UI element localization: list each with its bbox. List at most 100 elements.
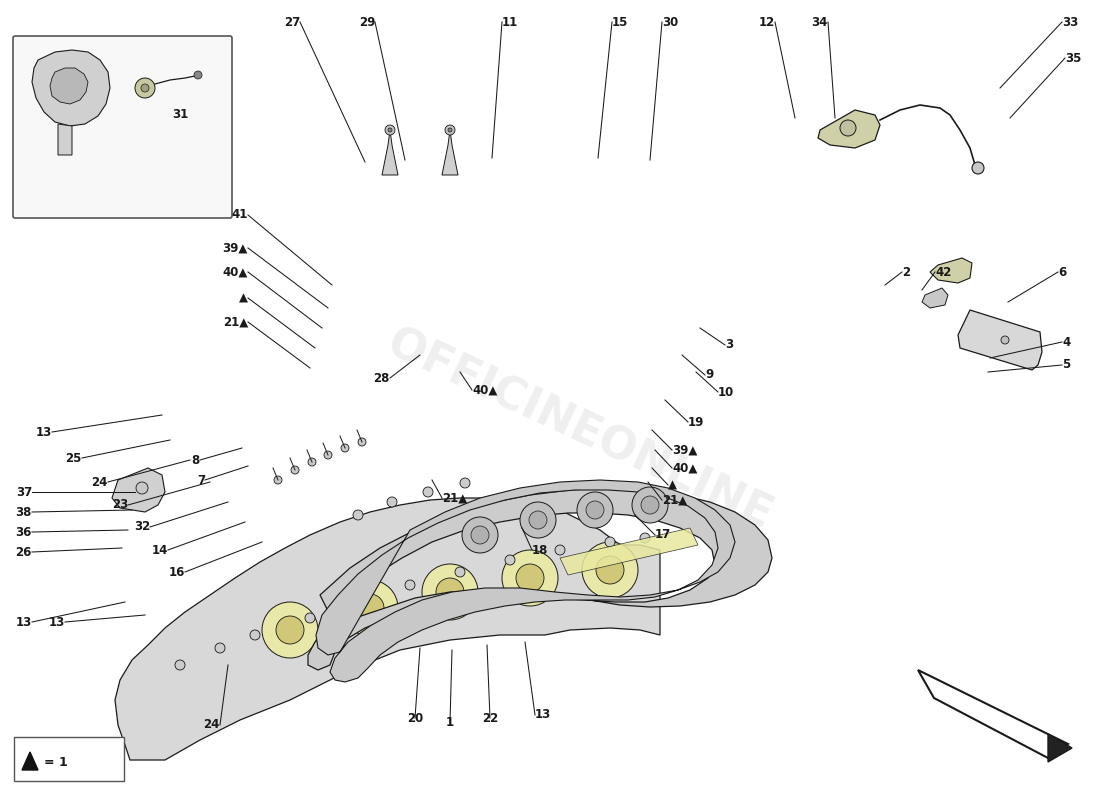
Circle shape (448, 128, 452, 132)
Circle shape (385, 125, 395, 135)
Text: 40▲: 40▲ (222, 266, 248, 278)
Circle shape (1001, 336, 1009, 344)
Text: 3: 3 (725, 338, 733, 351)
Circle shape (387, 497, 397, 507)
Polygon shape (930, 258, 972, 283)
Text: 10: 10 (718, 386, 735, 398)
Circle shape (324, 451, 332, 459)
Circle shape (308, 458, 316, 466)
Text: 13: 13 (35, 426, 52, 438)
FancyBboxPatch shape (14, 737, 124, 781)
Text: 34: 34 (812, 15, 828, 29)
Text: 30: 30 (662, 15, 679, 29)
Polygon shape (818, 110, 880, 148)
Text: 13: 13 (535, 709, 551, 722)
Text: 9: 9 (705, 369, 713, 382)
Circle shape (632, 487, 668, 523)
Polygon shape (112, 468, 165, 512)
Text: 4: 4 (1062, 335, 1070, 349)
Circle shape (136, 482, 149, 494)
Text: 25: 25 (66, 451, 82, 465)
Circle shape (250, 630, 260, 640)
Circle shape (358, 438, 366, 446)
FancyBboxPatch shape (13, 36, 232, 218)
Text: 12: 12 (759, 15, 775, 29)
Circle shape (582, 542, 638, 598)
Text: 31: 31 (172, 109, 188, 122)
Text: 39▲: 39▲ (222, 242, 248, 254)
Text: 19: 19 (688, 415, 704, 429)
Text: 17: 17 (654, 529, 671, 542)
Circle shape (529, 511, 547, 529)
Circle shape (341, 444, 349, 452)
Text: 39▲: 39▲ (672, 443, 697, 457)
Text: 16: 16 (168, 566, 185, 578)
Polygon shape (22, 752, 38, 770)
Circle shape (471, 526, 490, 544)
Text: 27: 27 (284, 15, 300, 29)
Text: 2: 2 (902, 266, 910, 278)
Text: 29: 29 (359, 15, 375, 29)
Polygon shape (308, 488, 772, 670)
Circle shape (605, 537, 615, 547)
Circle shape (388, 128, 392, 132)
Polygon shape (50, 68, 88, 104)
Polygon shape (918, 670, 1068, 758)
Circle shape (135, 78, 155, 98)
Text: OFFICINEONLINE: OFFICINEONLINE (381, 322, 780, 538)
Polygon shape (116, 498, 660, 760)
Polygon shape (58, 124, 72, 155)
Circle shape (276, 616, 304, 644)
Text: 38: 38 (15, 506, 32, 518)
Text: 20: 20 (407, 711, 424, 725)
Circle shape (342, 580, 398, 636)
Circle shape (356, 594, 384, 622)
Circle shape (194, 71, 202, 79)
Polygon shape (958, 310, 1042, 370)
Text: 24: 24 (204, 718, 220, 731)
Circle shape (424, 487, 433, 497)
Polygon shape (316, 480, 735, 682)
Text: 41: 41 (232, 209, 248, 222)
Text: 7: 7 (197, 474, 205, 486)
Circle shape (214, 643, 225, 653)
Text: 40▲: 40▲ (672, 462, 697, 474)
Text: 21▲: 21▲ (662, 494, 688, 506)
Text: 28: 28 (374, 371, 390, 385)
Circle shape (455, 567, 465, 577)
Circle shape (520, 502, 556, 538)
Text: = 1: = 1 (44, 755, 68, 769)
Circle shape (262, 602, 318, 658)
Text: 5: 5 (1062, 358, 1070, 371)
Circle shape (502, 550, 558, 606)
Circle shape (640, 533, 650, 543)
Circle shape (422, 564, 478, 620)
Text: 13: 13 (48, 615, 65, 629)
Text: 26: 26 (15, 546, 32, 558)
Text: 40▲: 40▲ (472, 383, 497, 397)
Text: 35: 35 (1065, 51, 1081, 65)
Circle shape (596, 556, 624, 584)
Circle shape (516, 564, 544, 592)
Text: 14: 14 (152, 543, 168, 557)
Text: 6: 6 (1058, 266, 1066, 278)
Circle shape (460, 478, 470, 488)
Circle shape (141, 84, 149, 92)
Circle shape (505, 555, 515, 565)
Circle shape (436, 578, 464, 606)
Polygon shape (560, 528, 698, 575)
Circle shape (556, 545, 565, 555)
Text: 1: 1 (446, 715, 454, 729)
Polygon shape (442, 130, 458, 175)
Text: 37: 37 (15, 486, 32, 498)
Text: 21▲: 21▲ (442, 491, 468, 505)
Text: 11: 11 (502, 15, 518, 29)
Text: 13: 13 (15, 615, 32, 629)
Circle shape (446, 125, 455, 135)
Circle shape (305, 613, 315, 623)
Text: 21▲: 21▲ (222, 315, 248, 329)
Text: 42: 42 (935, 266, 952, 278)
Text: 23: 23 (112, 498, 128, 511)
Text: ▲: ▲ (239, 291, 248, 305)
Text: 24: 24 (91, 475, 108, 489)
